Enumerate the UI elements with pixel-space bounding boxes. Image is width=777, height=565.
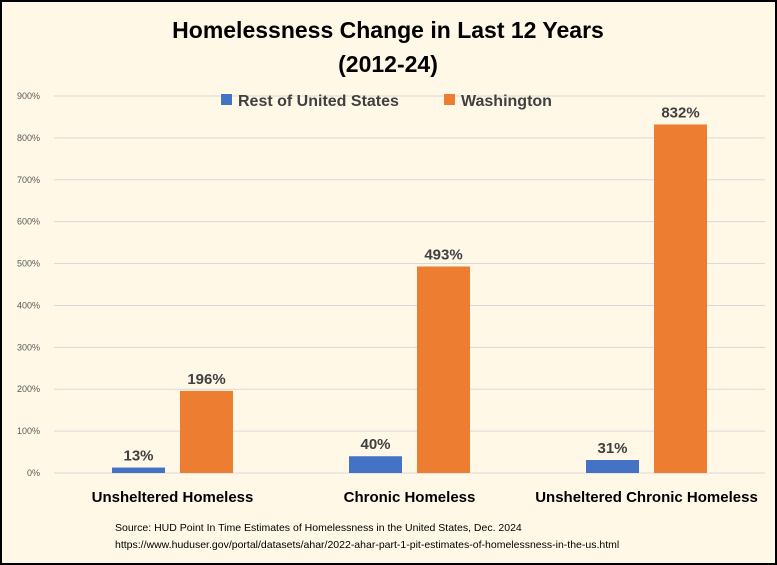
y-tick-label: 300%	[17, 342, 40, 352]
legend-label-washington: Washington	[461, 93, 552, 110]
legend-label-rest-of-us: Rest of United States	[238, 93, 399, 110]
y-tick-label: 400%	[17, 300, 40, 310]
y-tick-label: 800%	[17, 133, 40, 143]
bar-rest-of-us-chronic-homeless	[349, 456, 402, 473]
data-labels: 13% 196% 40% 493% 31% 832%	[123, 104, 699, 464]
y-tick-label: 100%	[17, 426, 40, 436]
bar-washington-unsheltered-chronic-homeless	[654, 124, 707, 474]
gridlines	[54, 95, 765, 474]
legend-swatch-washington	[444, 94, 455, 105]
category-label-unsheltered-homeless: Unsheltered Homeless	[92, 489, 254, 506]
legend-swatch-rest-of-us	[221, 94, 232, 105]
legend: Rest of United States Washington	[221, 93, 552, 110]
data-label-washington-unsheltered-homeless: 196%	[187, 371, 225, 388]
y-tick-label: 0%	[27, 468, 40, 478]
bar-washington-chronic-homeless	[417, 266, 470, 473]
y-tick-label: 500%	[17, 259, 40, 269]
data-label-rest-of-us-unsheltered-chronic-homeless: 31%	[597, 440, 627, 457]
data-label-washington-chronic-homeless: 493%	[424, 246, 462, 263]
chart-subtitle: (2012-24)	[338, 51, 438, 77]
y-tick-label: 200%	[17, 384, 40, 394]
y-axis-ticks: 0% 100% 200% 300% 400% 500% 600% 700% 800% 900%	[17, 91, 40, 478]
category-label-unsheltered-chronic-homeless: Unsheltered Chronic Homeless	[535, 489, 758, 506]
data-label-washington-unsheltered-chronic-homeless: 832%	[661, 104, 699, 121]
category-label-chronic-homeless: Chronic Homeless	[344, 489, 476, 506]
source-line-1: Source: HUD Point In Time Estimates of H…	[115, 522, 522, 534]
category-labels: Unsheltered Homeless Chronic Homeless Unsh…	[92, 489, 758, 506]
bar-washington-unsheltered-homeless	[180, 390, 233, 473]
bar-rest-of-us-unsheltered-chronic-homeless	[586, 460, 639, 473]
chart-title: Homelessness Change in Last 12 Years	[172, 17, 604, 43]
y-tick-label: 700%	[17, 175, 40, 185]
data-label-rest-of-us-chronic-homeless: 40%	[360, 436, 390, 453]
y-tick-label: 900%	[17, 91, 40, 101]
source-line-2: https://www.huduser.gov/portal/datasets/…	[115, 539, 619, 551]
bar-rest-of-us-unsheltered-homeless	[112, 467, 165, 473]
y-tick-label: 600%	[17, 217, 40, 227]
data-label-rest-of-us-unsheltered-homeless: 13%	[123, 448, 153, 465]
bars	[112, 124, 707, 474]
